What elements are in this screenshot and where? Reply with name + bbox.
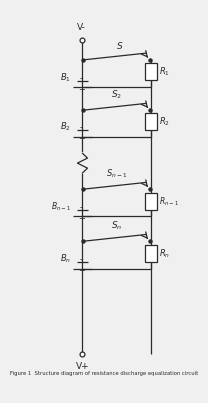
Text: $S_2$: $S_2$ bbox=[111, 88, 122, 101]
Text: $B_n$: $B_n$ bbox=[60, 253, 71, 266]
Text: $B_2$: $B_2$ bbox=[60, 121, 71, 133]
Bar bbox=[145, 113, 157, 130]
Text: -: - bbox=[80, 74, 83, 83]
Text: +: + bbox=[78, 266, 85, 275]
Text: $R_{n-1}$: $R_{n-1}$ bbox=[159, 195, 179, 208]
Text: Figure 1  Structure diagram of resistance discharge equalization circuit: Figure 1 Structure diagram of resistance… bbox=[10, 370, 198, 376]
Text: S: S bbox=[117, 42, 123, 50]
Text: $B_{n-1}$: $B_{n-1}$ bbox=[51, 201, 71, 213]
Text: +: + bbox=[78, 214, 85, 223]
Text: V+: V+ bbox=[76, 362, 89, 372]
Text: $B_1$: $B_1$ bbox=[60, 72, 71, 84]
Text: -: - bbox=[80, 203, 83, 212]
Text: $S_{n-1}$: $S_{n-1}$ bbox=[106, 167, 127, 180]
Bar bbox=[145, 193, 157, 210]
Text: $R_n$: $R_n$ bbox=[159, 247, 170, 260]
Text: $R_2$: $R_2$ bbox=[159, 116, 170, 128]
Text: V-: V- bbox=[77, 23, 86, 32]
Text: -: - bbox=[80, 255, 83, 264]
Text: -: - bbox=[80, 123, 83, 132]
Text: $R_1$: $R_1$ bbox=[159, 65, 170, 78]
Text: +: + bbox=[78, 134, 85, 143]
Bar bbox=[145, 63, 157, 80]
Text: $S_n$: $S_n$ bbox=[111, 219, 122, 232]
Text: +: + bbox=[78, 85, 85, 93]
Bar bbox=[76, 152, 89, 174]
Bar bbox=[145, 245, 157, 262]
